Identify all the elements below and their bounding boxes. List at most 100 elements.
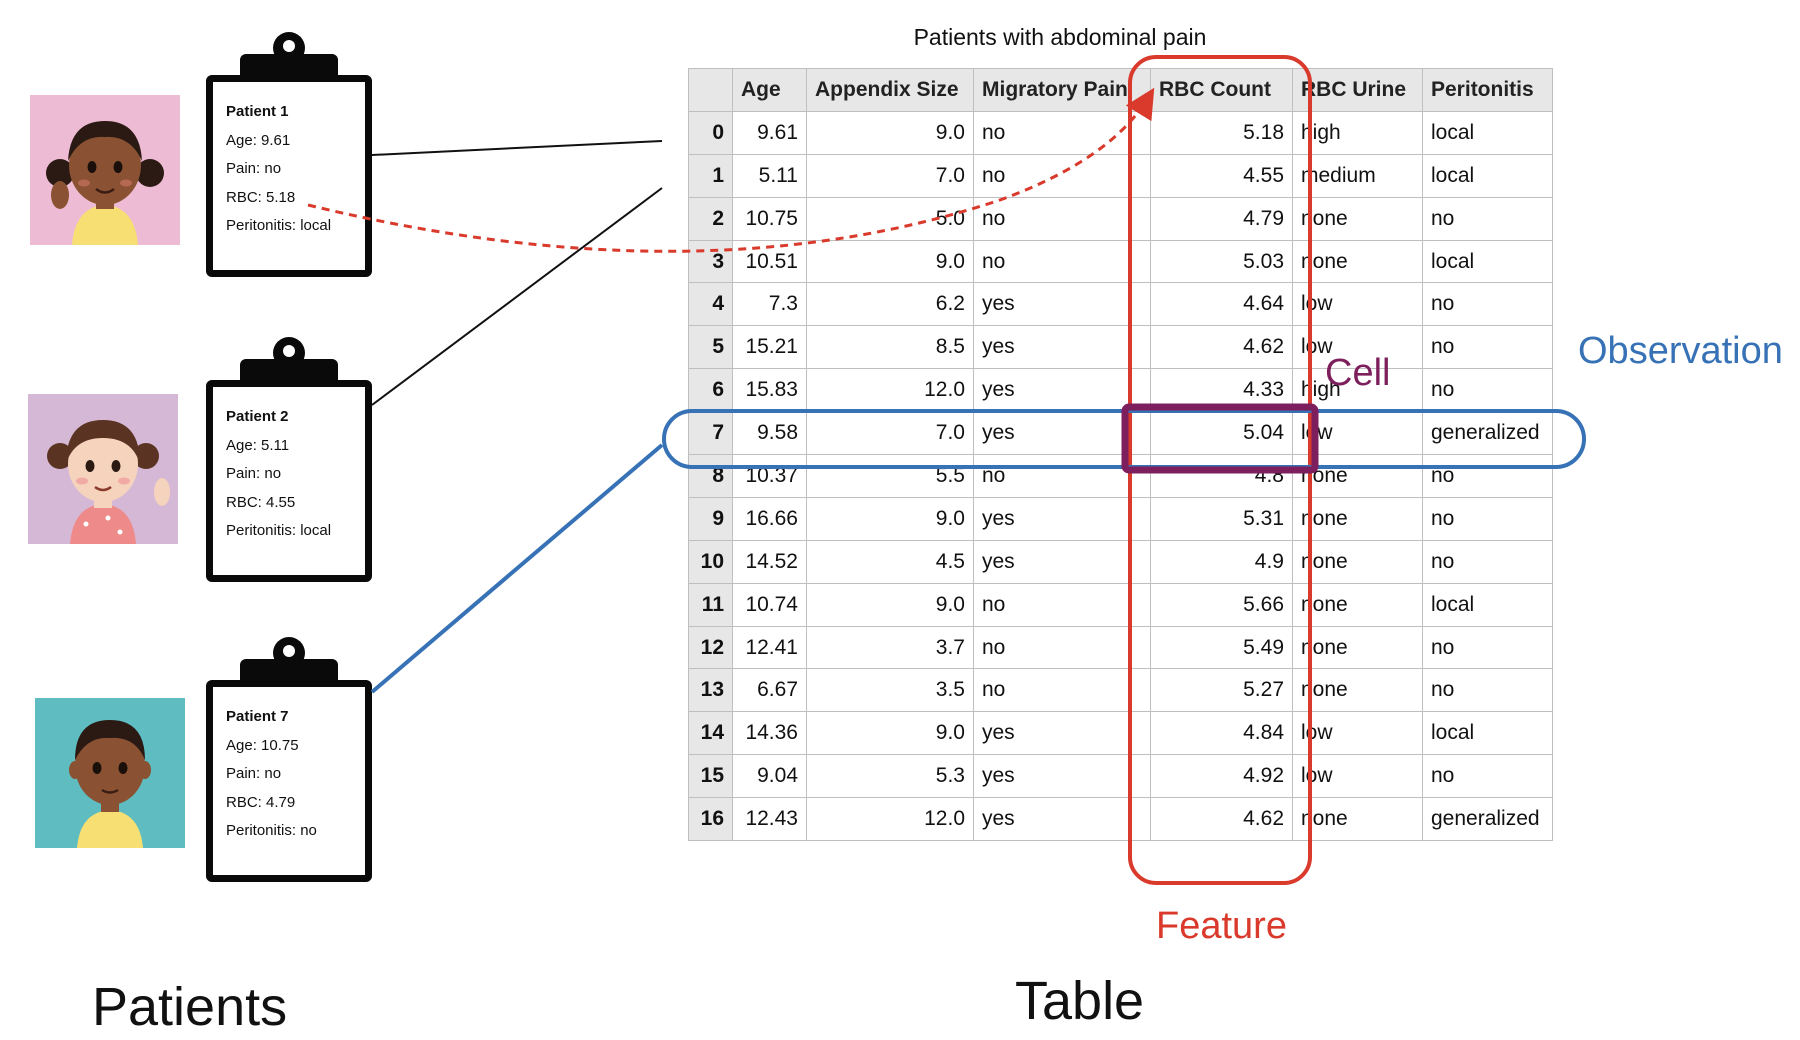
column-header-migratory-pain: Migratory Pain: [973, 68, 1151, 112]
cell-age: 5.11: [732, 153, 807, 198]
cell-age: 10.37: [732, 454, 807, 498]
cell-appendix-size: 7.0: [806, 153, 974, 198]
cell-peritonitis: no: [1422, 496, 1553, 541]
cell-age: 14.52: [732, 539, 807, 584]
cell-appendix-size: 12.0: [806, 797, 974, 842]
cell-index: 3: [688, 239, 733, 284]
cell-rbc-count: 4.55: [1150, 153, 1293, 198]
cell-age: 15.21: [732, 325, 807, 370]
cell-appendix-size: 3.5: [806, 668, 974, 713]
cell-migratory-pain: yes: [973, 539, 1151, 584]
cell-migratory-pain: no: [973, 625, 1151, 670]
cell-rbc-urine: none: [1292, 239, 1423, 284]
patient-title: Patient 7: [226, 708, 289, 725]
patient-age: Age: 5.11: [226, 436, 290, 454]
patient-record: Patient 2 Age: 5.11 Pain: no RBC: 4.55 P…: [226, 403, 331, 546]
cell-peritonitis: no: [1422, 196, 1553, 241]
clipboard-sheet: [206, 680, 372, 882]
patient-pain: Pain: no: [226, 765, 282, 782]
cell-rbc-urine: none: [1292, 539, 1423, 584]
cell-peritonitis: local: [1422, 110, 1553, 155]
cell-age: 10.51: [732, 239, 807, 284]
cell-rbc-count: 4.8: [1150, 454, 1293, 498]
clipboard-patient-2: Patient 2 Age: 5.11 Pain: no RBC: 4.55 P…: [206, 337, 372, 582]
table-row: 8 10.37 5.5 no 4.8 none no: [688, 454, 1553, 498]
column-header-rbc-count: RBC Count: [1150, 68, 1293, 112]
avatar-patient-7: [35, 698, 185, 848]
cell-rbc-count: 5.03: [1150, 239, 1293, 284]
table-row: 14 14.36 9.0 yes 4.84 low local: [688, 711, 1553, 756]
cell-appendix-size: 6.2: [806, 282, 974, 327]
cell-rbc-urine: none: [1292, 668, 1423, 713]
cell-rbc-urine: none: [1292, 196, 1423, 241]
patient-peritonitis: Peritonitis: local: [226, 217, 332, 234]
cell-rbc-urine: medium: [1292, 153, 1423, 198]
cell-appendix-size: 5.5: [806, 454, 974, 498]
table-row: 5 15.21 8.5 yes 4.62 low no: [688, 325, 1553, 370]
patient-rbc: RBC: 5.18: [226, 188, 296, 206]
girl-avatar-icon: [28, 394, 178, 544]
cell-rbc-urine: none: [1292, 454, 1423, 498]
patient-rbc: RBC: 4.55: [226, 493, 296, 511]
cell-age: 12.41: [732, 625, 807, 670]
cell-index: 8: [688, 454, 733, 498]
cell-rbc-count: 5.66: [1150, 582, 1293, 627]
column-header-index: [688, 68, 733, 112]
table-row: 0 9.61 9.0 no 5.18 high local: [688, 110, 1553, 155]
cell-rbc-count: 5.49: [1150, 625, 1293, 670]
patient-age: Age: 10.75: [226, 736, 299, 754]
cell-index: 6: [688, 368, 733, 413]
table-row: 3 10.51 9.0 no 5.03 none local: [688, 239, 1553, 284]
cell-rbc-count: 4.62: [1150, 797, 1293, 842]
cell-peritonitis: generalized: [1422, 411, 1553, 456]
table-row: 13 6.67 3.5 no 5.27 none no: [688, 668, 1553, 713]
cell-migratory-pain: no: [973, 153, 1151, 198]
cell-index: 16: [688, 797, 733, 842]
cell-peritonitis: local: [1422, 153, 1553, 198]
cell-peritonitis: no: [1422, 282, 1553, 327]
table-row: 15 9.04 5.3 yes 4.92 low no: [688, 754, 1553, 799]
patient-rbc: RBC: 4.79: [226, 793, 296, 811]
patients-caption: Patients: [92, 977, 288, 1037]
cell-rbc-count: 4.33: [1150, 368, 1293, 413]
cell-index: 15: [688, 754, 733, 799]
cell-appendix-size: 5.3: [806, 754, 974, 799]
cell-rbc-urine: low: [1292, 325, 1423, 370]
table-title: Patients with abdominal pain: [913, 24, 1207, 50]
cell-rbc-urine: none: [1292, 625, 1423, 670]
cell-index: 11: [688, 582, 733, 627]
cell-migratory-pain: yes: [973, 368, 1151, 413]
column-header-peritonitis: Peritonitis: [1422, 68, 1553, 112]
patient-peritonitis: Peritonitis: no: [226, 822, 317, 839]
cell-age: 6.67: [732, 668, 807, 713]
connector-patient-1: [371, 140, 663, 156]
cell-index: 7: [688, 411, 733, 456]
cell-index: 2: [688, 196, 733, 241]
cell-rbc-urine: none: [1292, 797, 1423, 842]
cell-index: 4: [688, 282, 733, 327]
cell-migratory-pain: yes: [973, 754, 1151, 799]
cell-rbc-count: 4.84: [1150, 711, 1293, 756]
cell-rbc-count: 4.62: [1150, 325, 1293, 370]
cell-appendix-size: 9.0: [806, 582, 974, 627]
girl-avatar-icon: [30, 95, 180, 245]
connector-patient-7: [370, 443, 664, 694]
table-caption: Table: [1015, 971, 1145, 1031]
table-header-row: Age Appendix Size Migratory Pain RBC Cou…: [688, 68, 1553, 112]
column-header-rbc-urine: RBC Urine: [1292, 68, 1423, 112]
cell-peritonitis: no: [1422, 539, 1553, 584]
clipboard-patient-1: Patient 1 Age: 9.61 Pain: no RBC: 5.18 P…: [206, 32, 372, 277]
cell-index: 13: [688, 668, 733, 713]
cell-peritonitis: no: [1422, 668, 1553, 713]
cell-age: 16.66: [732, 496, 807, 541]
patients-table: Age Appendix Size Migratory Pain RBC Cou…: [688, 68, 1553, 842]
patient-peritonitis: Peritonitis: local: [226, 522, 332, 539]
patient-record: Patient 1 Age: 9.61 Pain: no RBC: 5.18 P…: [226, 98, 331, 241]
cell-peritonitis: local: [1422, 239, 1553, 284]
patient-age: Age: 9.61: [226, 131, 291, 149]
cell-peritonitis: local: [1422, 711, 1553, 756]
table-row: 2 10.75 5.0 no 4.79 none no: [688, 196, 1553, 241]
cell-migratory-pain: no: [973, 582, 1151, 627]
table-row: 4 7.3 6.2 yes 4.64 low no: [688, 282, 1553, 327]
cell-rbc-count: 5.31: [1150, 496, 1293, 541]
